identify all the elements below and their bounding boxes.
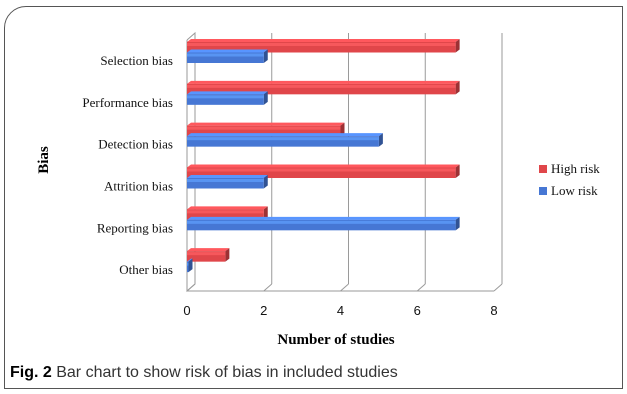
y-tick-label-selection-bias: Selection bias [100,53,173,68]
y-axis-title: Bias [36,146,52,174]
bar-front-face [187,261,189,273]
bar-highlight [187,252,226,256]
y-tick-label-other-bias: Other bias [119,262,173,277]
bar-top-face [187,216,460,220]
bar-high-risk-reporting-bias [187,206,268,220]
chart-bars [187,39,460,273]
floor-line-3 [416,283,426,292]
bar-high-risk-performance-bias [187,80,460,95]
bar-front-face [187,178,264,189]
bar-highlight [187,168,456,172]
bar-end-face [263,49,268,63]
x-tick-label-0: 0 [183,303,190,318]
bar-highlight [187,179,264,182]
bar-highlight [187,126,341,130]
bar-front-face [187,167,456,178]
bar-end-face [455,216,460,231]
y-tick-label-attrition-bias: Attrition bias [104,178,173,193]
bar-end-face [455,164,460,178]
bar-end-face [378,133,383,147]
floor-line-4 [493,283,503,292]
bar-end-face [263,206,268,220]
bar-end-face [340,122,345,137]
y-tick-label-detection-bias: Detection bias [98,137,173,152]
bar-low-risk-detection-bias [187,133,383,147]
bar-top-face [187,248,230,252]
bar-front-face [187,94,264,105]
bar-low-risk-performance-bias [187,91,268,105]
bar-top-face [187,258,193,262]
bar-highlight [187,53,264,57]
bar-low-risk-selection-bias [187,49,268,63]
x-axis-title: Number of studies [277,332,394,348]
bar-end-face [263,175,268,189]
bar-high-risk-selection-bias [187,39,460,53]
bar-highlight [187,84,456,88]
bar-top-face [187,91,268,95]
bar-top-face [187,39,460,42]
bar-front-face [187,136,379,147]
y-tick-label-performance-bias: Performance bias [82,95,173,110]
bar-high-risk-other-bias [187,248,230,262]
chart-tick-labels: Selection bias Performance bias Detection … [82,53,497,318]
bar-end-face [188,258,193,273]
bar-front-face [187,219,456,231]
legend-item-low-risk: Low risk [539,183,598,198]
chart-gridlines [186,31,503,293]
floor-line-1 [263,283,273,292]
legend-label-high-risk: High risk [551,161,600,176]
bar-front-face [187,83,456,95]
bar-highlight [187,262,189,266]
bar-top-face [187,133,383,137]
figure-frame [4,6,623,389]
bar-top-face [187,122,345,126]
figure-caption: Fig. 2 Bar chart to show risk of bias in… [10,364,398,382]
bar-front-face [187,125,341,137]
bar-end-face [225,248,230,262]
x-tick-label-4: 8 [490,303,497,318]
bar-low-risk-other-bias [187,258,193,273]
x-tick-label-2: 4 [337,303,344,318]
bar-top-face [187,175,268,178]
bar-front-face [187,209,264,220]
bar-front-face [187,42,456,53]
y-tick-label-reporting-bias: Reporting bias [97,220,173,235]
chart-legend: High risk Low risk [539,161,600,198]
bar-low-risk-attrition-bias [187,175,268,189]
bar-top-face [187,80,460,84]
bar-highlight [187,95,264,99]
bar-front-face [187,251,226,262]
bar-highlight [187,210,264,214]
bar-highlight [187,137,379,141]
bar-top-face [187,206,268,210]
bar-top-face [187,49,268,53]
bar-front-face [187,52,264,63]
caption-label: Fig. 2 [10,364,52,381]
legend-swatch-high-risk [539,165,547,173]
bar-chart: Selection bias Performance bias Detection … [36,31,600,348]
bar-highlight [187,220,456,224]
bar-end-face [455,39,460,53]
caption-text: Bar chart to show risk of bias in includ… [56,364,398,381]
bar-end-face [455,80,460,95]
bar-end-face [263,91,268,105]
bar-high-risk-detection-bias [187,122,345,137]
left-wall [186,31,196,293]
bar-top-face [187,164,460,168]
bar-low-risk-reporting-bias [187,216,460,231]
bar-high-risk-attrition-bias [187,164,460,178]
x-tick-label-1: 2 [260,303,267,318]
legend-swatch-low-risk [539,187,547,195]
floor-line-2 [340,283,349,292]
x-tick-label-3: 6 [414,303,421,318]
legend-item-high-risk: High risk [539,161,600,176]
legend-label-low-risk: Low risk [551,183,598,198]
bar-highlight [187,43,456,46]
